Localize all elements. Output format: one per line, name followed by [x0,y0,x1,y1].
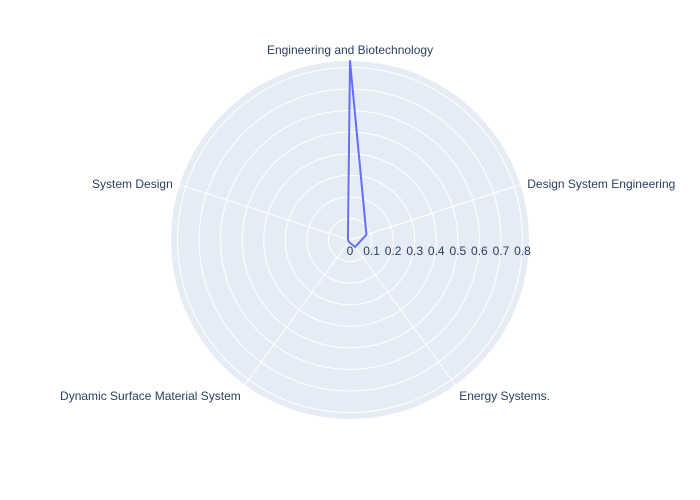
category-label: Design System Engineering [527,177,675,191]
axis-labels: Engineering and Biotechnology Design Syst… [60,43,675,403]
category-label: Energy Systems. [459,389,550,403]
axis-spoke [244,239,351,386]
radial-tick-label: 0.2 [385,244,402,258]
category-label: System Design [92,177,173,191]
axis-spoke [349,239,456,386]
radial-tick-label: 0.1 [363,244,380,258]
radial-tick-label: 0.3 [406,244,423,258]
radial-tick-labels: 0 0.1 0.2 0.3 0.4 0.5 0.6 0.7 0.8 [347,244,532,258]
category-label: Dynamic Surface Material System [60,389,241,403]
axis-spoke [349,184,521,241]
radial-tick-label: 0 [347,244,354,258]
radial-tick-label: 0.4 [428,244,445,258]
radial-tick-label: 0.6 [471,244,488,258]
series-layer [346,60,368,248]
polar-grid [176,61,524,414]
series-line [346,60,368,248]
radial-tick-label: 0.8 [514,244,531,258]
radial-tick-label: 0.7 [493,244,510,258]
radial-tick-label: 0.5 [449,244,466,258]
axis-spoke [179,184,351,241]
category-label: Engineering and Biotechnology [267,43,433,57]
